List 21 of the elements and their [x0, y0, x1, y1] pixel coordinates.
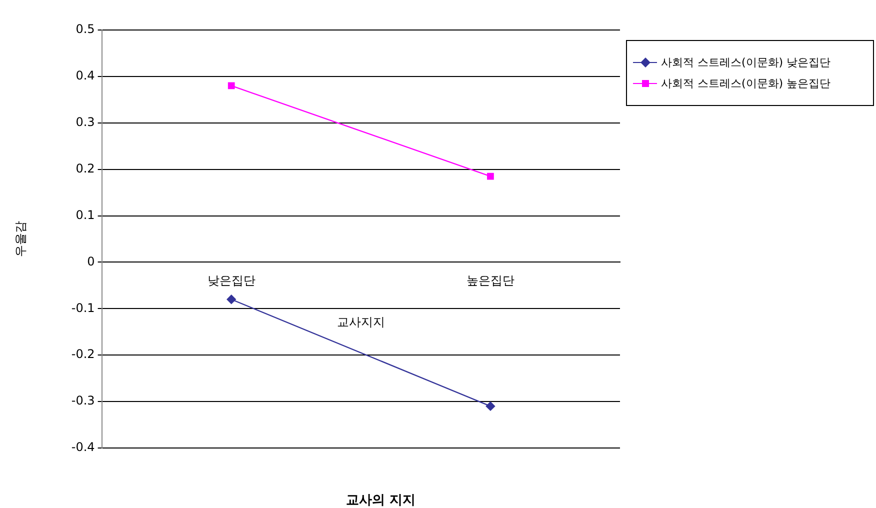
legend-label: 사회적 스트레스(이문화) 낮은집단: [661, 55, 831, 70]
y-tick-label: 0.5: [76, 22, 95, 36]
x-tick-label: 높은집단: [466, 274, 514, 288]
annotation: 교사지지: [336, 315, 385, 330]
y-tick-label: 0.4: [76, 68, 95, 83]
legend-label: 사회적 스트레스(이문화) 높은집단: [661, 76, 831, 91]
y-axis-title: 우울감: [13, 221, 28, 257]
x-axis-title: 교사의 지지: [346, 493, 416, 508]
y-tick-label: 0: [87, 254, 95, 268]
y-tick-label: -0.3: [71, 394, 95, 408]
point: [486, 402, 496, 411]
y-tick-label: 0.1: [76, 208, 95, 222]
y-tick-label: 0.3: [76, 115, 95, 130]
y-tick-label: -0.1: [71, 300, 95, 315]
point: [228, 82, 235, 90]
point: [487, 172, 494, 180]
point: [226, 294, 236, 304]
x-tick-label: 낮은집단: [207, 274, 256, 288]
y-tick-label: 0.2: [76, 161, 95, 176]
y-tick-label: -0.2: [71, 347, 95, 362]
y-tick-label: -0.4: [71, 440, 95, 454]
